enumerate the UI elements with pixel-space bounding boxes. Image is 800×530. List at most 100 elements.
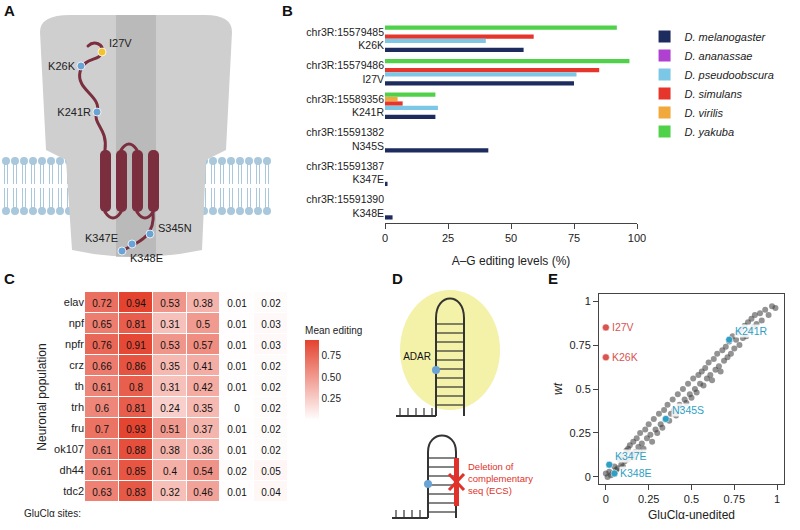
svg-text:0.94: 0.94 <box>126 298 146 309</box>
svg-text:0: 0 <box>585 471 591 483</box>
svg-text:I27V: I27V <box>612 321 634 333</box>
svg-text:0.31: 0.31 <box>160 382 180 393</box>
svg-text:dh44: dh44 <box>60 464 84 476</box>
svg-text:chr3R:15591390K348E: chr3R:15591390K348E <box>306 193 384 219</box>
svg-text:GluClα sites:: GluClα sites: <box>24 508 81 519</box>
svg-text:K348E: K348E <box>620 467 652 479</box>
svg-text:chr3R:15579485K26K: chr3R:15579485K26K <box>306 26 384 52</box>
svg-text:0.72: 0.72 <box>92 298 112 309</box>
svg-text:npf: npf <box>69 317 85 329</box>
svg-text:0.01: 0.01 <box>227 487 247 498</box>
svg-text:K26K: K26K <box>48 60 76 72</box>
svg-text:0.25: 0.25 <box>569 427 590 439</box>
svg-text:0.57: 0.57 <box>193 340 213 351</box>
svg-text:0.31: 0.31 <box>160 319 180 330</box>
svg-text:0.5: 0.5 <box>196 319 210 330</box>
svg-text:0.88: 0.88 <box>126 445 146 456</box>
svg-text:0.24: 0.24 <box>160 403 180 414</box>
svg-text:25: 25 <box>442 232 454 244</box>
svg-text:K241R: K241R <box>57 106 91 118</box>
svg-text:D. virilis: D. virilis <box>685 107 724 119</box>
svg-text:0.50: 0.50 <box>322 372 342 383</box>
svg-text:Deletion of: Deletion of <box>468 461 514 472</box>
svg-text:0.02: 0.02 <box>261 361 281 372</box>
svg-text:K347E: K347E <box>615 450 647 462</box>
svg-text:elav: elav <box>64 296 85 308</box>
svg-text:0.7: 0.7 <box>95 424 109 435</box>
svg-text:0.02: 0.02 <box>261 298 281 309</box>
svg-text:0.81: 0.81 <box>126 319 146 330</box>
svg-text:0.61: 0.61 <box>92 382 112 393</box>
svg-text:0.36: 0.36 <box>193 445 213 456</box>
svg-text:0.5: 0.5 <box>576 383 591 395</box>
svg-text:0.93: 0.93 <box>126 424 146 435</box>
svg-text:K348E: K348E <box>130 252 163 264</box>
svg-text:0.38: 0.38 <box>160 445 180 456</box>
svg-text:0.01: 0.01 <box>227 424 247 435</box>
svg-text:0.63: 0.63 <box>92 487 112 498</box>
svg-text:D. melanogaster: D. melanogaster <box>685 31 767 43</box>
svg-text:0.41: 0.41 <box>193 361 213 372</box>
svg-text:0.75: 0.75 <box>322 350 342 361</box>
svg-text:0.32: 0.32 <box>160 487 180 498</box>
svg-text:I27V: I27V <box>109 37 132 49</box>
svg-text:0.54: 0.54 <box>193 466 213 477</box>
svg-text:0.25: 0.25 <box>322 393 342 404</box>
svg-text:0: 0 <box>382 232 388 244</box>
svg-text:0.02: 0.02 <box>261 403 281 414</box>
svg-text:K26K: K26K <box>612 351 638 363</box>
svg-text:npfr: npfr <box>65 338 84 350</box>
svg-text:0.75: 0.75 <box>569 339 590 351</box>
svg-text:chr3R:15579486I27V: chr3R:15579486I27V <box>306 59 384 85</box>
svg-text:0.76: 0.76 <box>92 340 112 351</box>
svg-text:0.01: 0.01 <box>227 445 247 456</box>
svg-text:K241R: K241R <box>735 325 768 337</box>
svg-text:fru: fru <box>71 422 84 434</box>
svg-text:0.35: 0.35 <box>160 361 180 372</box>
svg-text:seq (ECS): seq (ECS) <box>468 485 512 496</box>
svg-text:D. yakuba: D. yakuba <box>685 126 735 138</box>
svg-text:0.42: 0.42 <box>193 382 213 393</box>
svg-text:0.05: 0.05 <box>261 466 281 477</box>
svg-text:complementary: complementary <box>468 473 533 484</box>
svg-text:th: th <box>75 380 84 392</box>
svg-text:0.38: 0.38 <box>193 298 213 309</box>
svg-text:ADAR: ADAR <box>403 351 431 362</box>
svg-text:crz: crz <box>69 359 84 371</box>
svg-text:0.91: 0.91 <box>126 340 146 351</box>
svg-text:0.61: 0.61 <box>92 466 112 477</box>
svg-text:0.85: 0.85 <box>126 466 146 477</box>
svg-text:0.66: 0.66 <box>92 361 112 372</box>
svg-text:0.02: 0.02 <box>227 466 247 477</box>
svg-text:0.01: 0.01 <box>227 319 247 330</box>
svg-text:0.02: 0.02 <box>261 382 281 393</box>
svg-text:0.6: 0.6 <box>95 403 109 414</box>
svg-text:0: 0 <box>234 403 240 414</box>
svg-text:0.53: 0.53 <box>160 298 180 309</box>
svg-text:GluClα-unedited: GluClα-unedited <box>648 508 735 522</box>
svg-text:0.02: 0.02 <box>261 424 281 435</box>
svg-text:0.53: 0.53 <box>160 340 180 351</box>
svg-text:0.65: 0.65 <box>92 319 112 330</box>
svg-text:0.01: 0.01 <box>227 340 247 351</box>
svg-text:0.5: 0.5 <box>684 493 699 505</box>
svg-text:K347E: K347E <box>85 232 118 244</box>
svg-text:0.4: 0.4 <box>163 466 177 477</box>
svg-text:0.25: 0.25 <box>638 493 659 505</box>
svg-text:D. ananassae: D. ananassae <box>685 50 753 62</box>
svg-text:0.01: 0.01 <box>227 361 247 372</box>
svg-text:0.03: 0.03 <box>261 319 281 330</box>
svg-text:1: 1 <box>585 295 591 307</box>
svg-text:chr3R:15591387K347E: chr3R:15591387K347E <box>306 160 384 186</box>
svg-text:0.83: 0.83 <box>126 487 146 498</box>
svg-text:chr3R:15589356K241R: chr3R:15589356K241R <box>306 93 384 119</box>
svg-text:0.02: 0.02 <box>261 445 281 456</box>
svg-text:0.35: 0.35 <box>193 403 213 414</box>
svg-text:75: 75 <box>568 232 580 244</box>
svg-text:0.46: 0.46 <box>193 487 213 498</box>
svg-text:0.75: 0.75 <box>724 493 745 505</box>
svg-text:0.86: 0.86 <box>126 361 146 372</box>
svg-text:Mean editing: Mean editing <box>305 325 362 336</box>
svg-text:0.04: 0.04 <box>261 487 281 498</box>
svg-text:0.37: 0.37 <box>193 424 213 435</box>
